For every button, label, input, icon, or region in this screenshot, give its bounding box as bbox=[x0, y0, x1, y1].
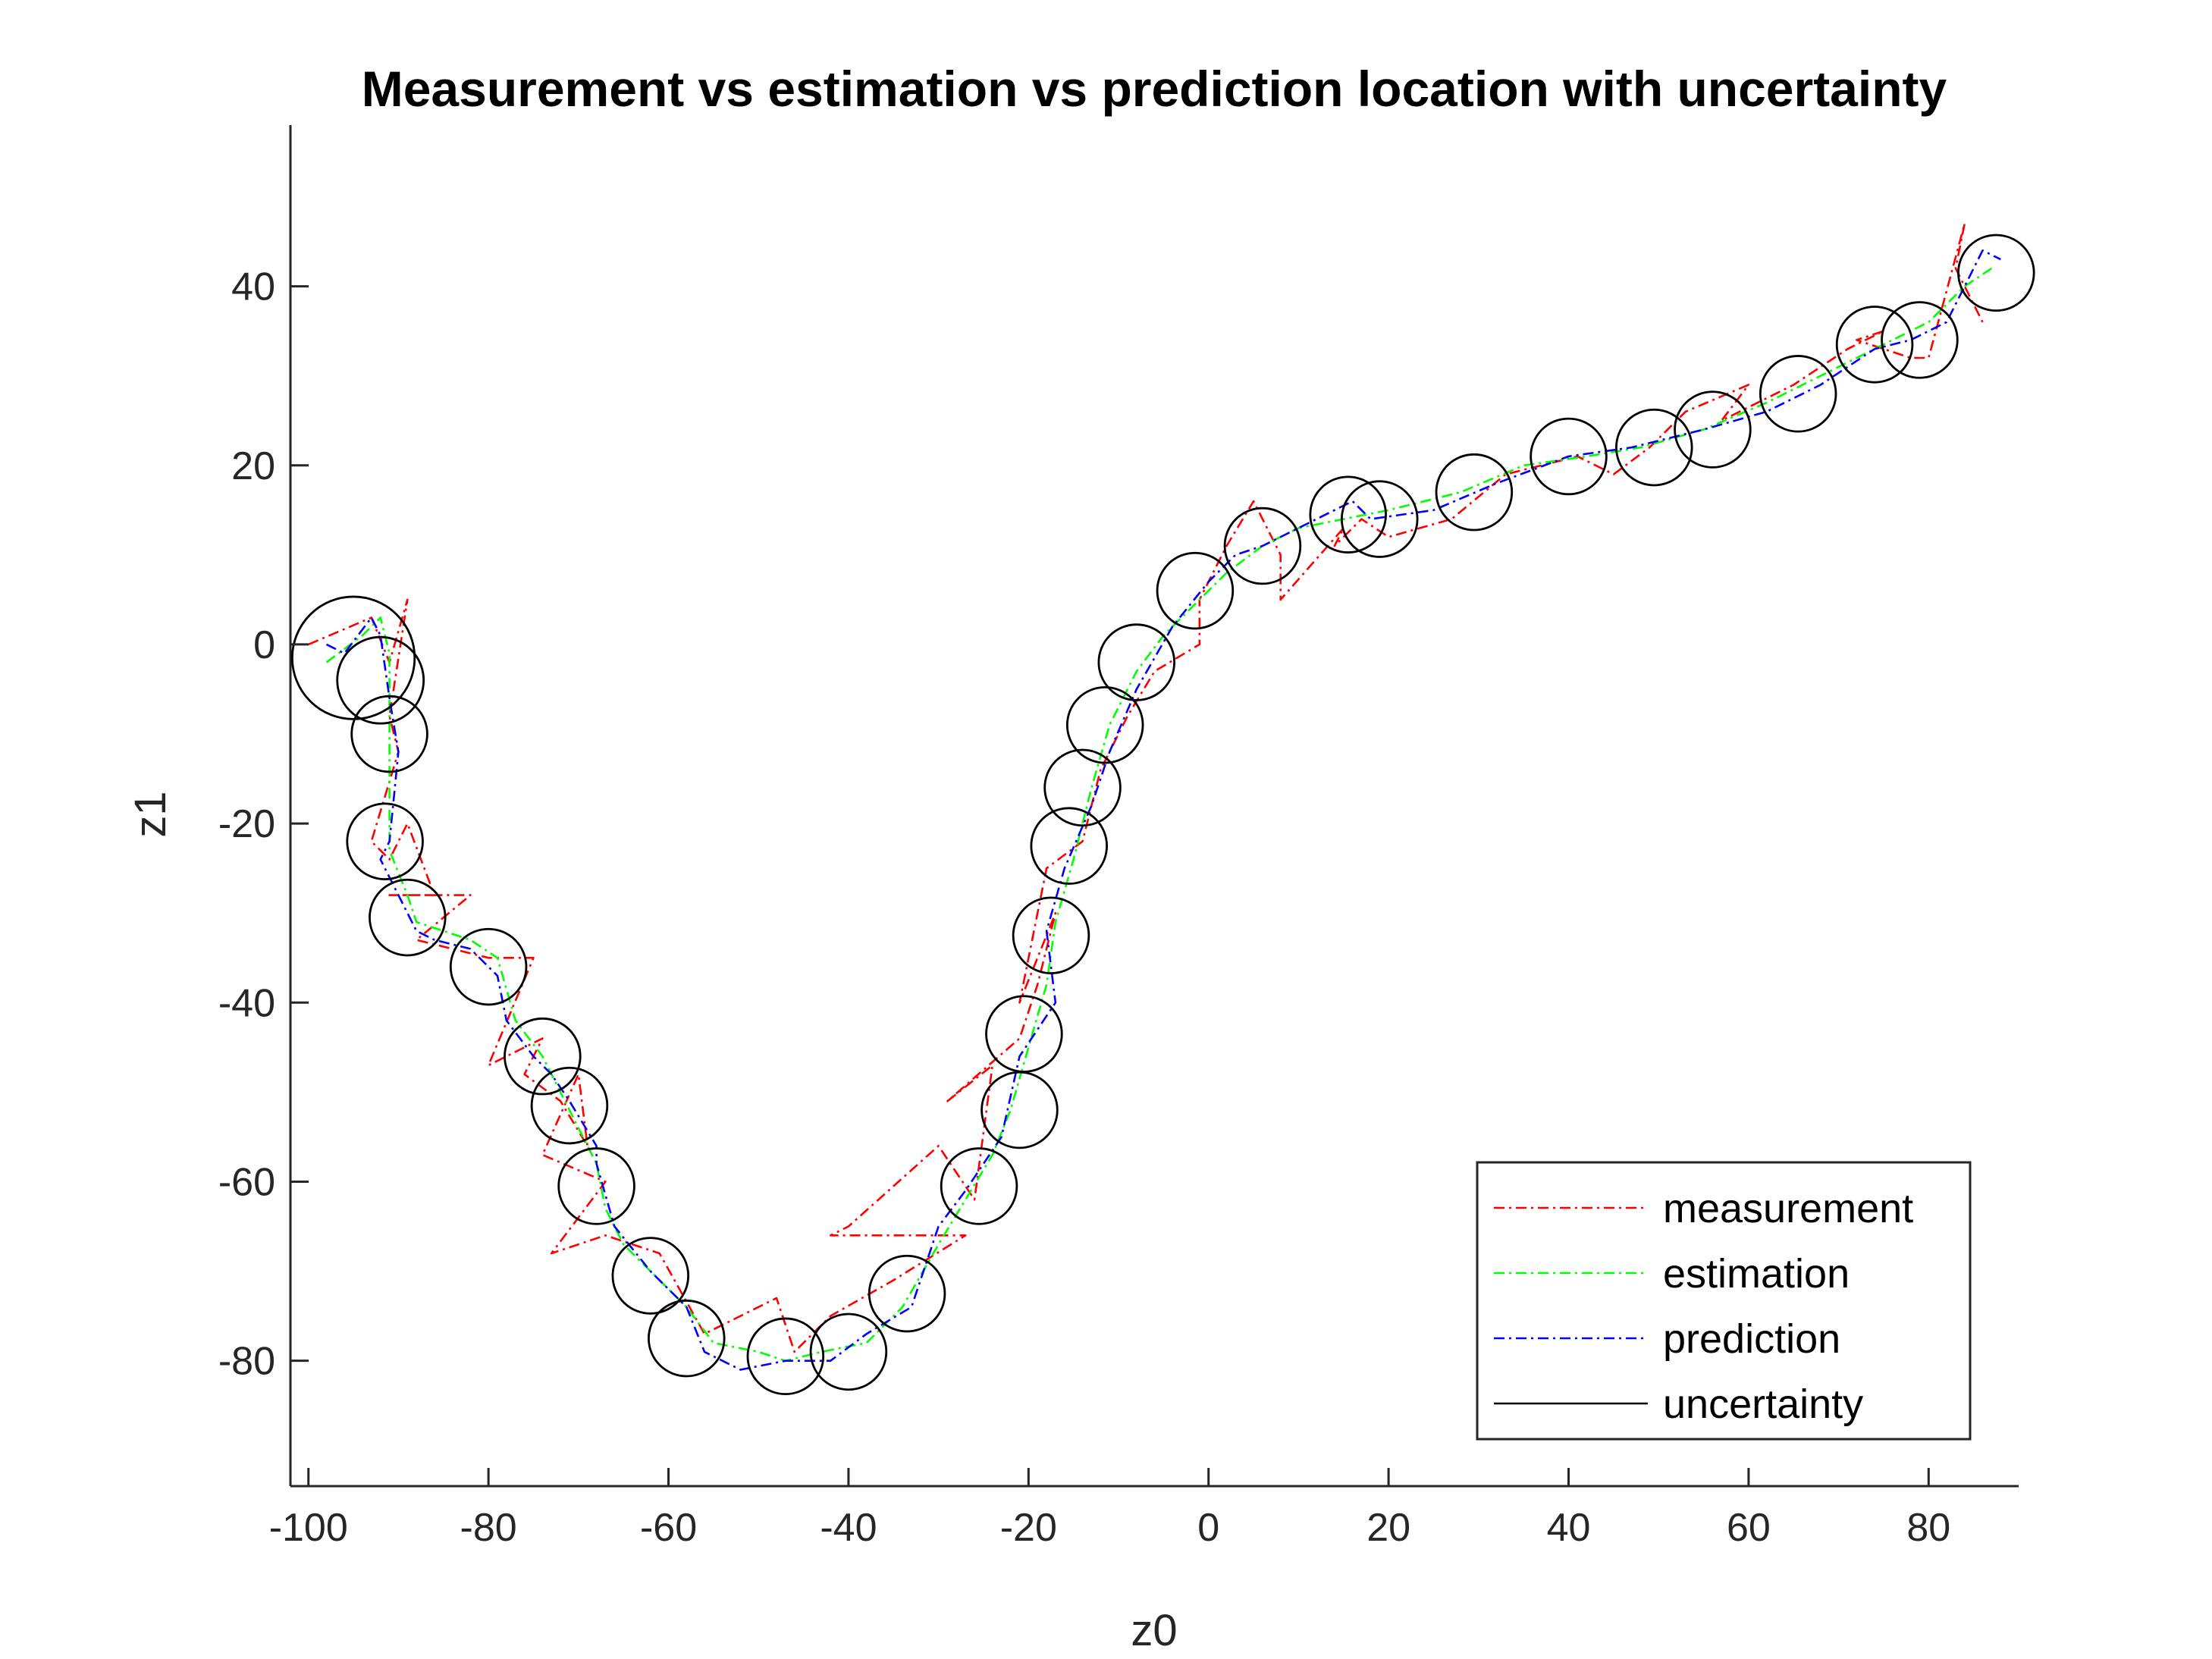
uncertainty-circle bbox=[504, 1017, 582, 1096]
legend-label-measurement: measurement bbox=[1663, 1186, 1913, 1231]
legend-label-uncertainty: uncertainty bbox=[1663, 1381, 1863, 1427]
uncertainty-circle bbox=[1759, 355, 1837, 433]
uncertainty-circle bbox=[1530, 417, 1608, 496]
uncertainty-circle bbox=[940, 1147, 1018, 1225]
uncertainty-circle bbox=[1012, 896, 1090, 974]
uncertainty-circle bbox=[1156, 551, 1235, 630]
uncertainty-circle bbox=[1043, 748, 1122, 827]
uncertainty-circle bbox=[985, 995, 1063, 1073]
uncertainty-circle bbox=[648, 1299, 726, 1378]
chart-title: Measurement vs estimation vs prediction … bbox=[362, 61, 1947, 117]
y-tick-label: -60 bbox=[218, 1160, 275, 1204]
y-tick-label: -40 bbox=[218, 981, 275, 1025]
y-tick-label: 20 bbox=[231, 444, 275, 488]
uncertainty-circle bbox=[1615, 408, 1693, 487]
x-tick-label: -60 bbox=[640, 1506, 697, 1550]
series-line-prediction bbox=[325, 249, 2001, 1371]
uncertainty-circle bbox=[1223, 506, 1302, 585]
uncertainty-circle bbox=[290, 595, 416, 720]
uncertainty-circle bbox=[1835, 306, 1914, 384]
plot-area bbox=[289, 125, 2035, 1488]
series-line-measurement bbox=[308, 222, 1984, 1353]
x-tick-label: 60 bbox=[1727, 1506, 1771, 1550]
uncertainty-circle bbox=[557, 1147, 635, 1225]
uncertainty-circle bbox=[809, 1312, 888, 1391]
uncertainty-circle bbox=[1881, 301, 1959, 379]
y-tick-label: 40 bbox=[231, 265, 275, 309]
uncertainty-circle bbox=[530, 1066, 609, 1145]
uncertainty-circle bbox=[336, 635, 425, 725]
legend-label-prediction: prediction bbox=[1663, 1316, 1840, 1362]
uncertainty-circle bbox=[746, 1317, 825, 1396]
axis-ticks: -100 -80 -60 -40 -20 0 20 40 60 80 -80 -60 -40 -20 0 20… bbox=[218, 265, 1950, 1550]
legend-box bbox=[1476, 1161, 1972, 1441]
y-tick-label: -20 bbox=[218, 802, 275, 846]
y-tick-label: 0 bbox=[253, 623, 275, 667]
uncertainty-circle bbox=[1030, 807, 1108, 885]
uncertainty-circle bbox=[369, 878, 447, 957]
uncertainty-circle bbox=[1435, 453, 1514, 532]
x-tick-label: 80 bbox=[1906, 1506, 1950, 1550]
uncertainty-circle bbox=[449, 927, 528, 1006]
uncertainty-circle bbox=[1340, 480, 1419, 558]
y-axis-label: z1 bbox=[126, 791, 175, 837]
legend: measurement estimation prediction uncertain… bbox=[1476, 1161, 1972, 1441]
uncertainty-circle bbox=[1309, 475, 1387, 554]
x-axis-label: z0 bbox=[1131, 1606, 1177, 1655]
x-tick-label: -20 bbox=[1000, 1506, 1057, 1550]
uncertainty-circle bbox=[1957, 234, 2035, 312]
x-tick-label: -80 bbox=[460, 1506, 517, 1550]
uncertainty-circle bbox=[346, 802, 424, 880]
legend-label-estimation: estimation bbox=[1663, 1251, 1850, 1297]
uncertainty-circle bbox=[1097, 623, 1176, 701]
x-tick-label: -100 bbox=[269, 1506, 348, 1550]
x-tick-label: -40 bbox=[820, 1506, 877, 1550]
x-tick-label: 0 bbox=[1197, 1506, 1219, 1550]
uncertainty-circle bbox=[1674, 390, 1752, 469]
x-tick-label: 40 bbox=[1547, 1506, 1591, 1550]
y-tick-label: -80 bbox=[218, 1340, 275, 1384]
x-tick-label: 20 bbox=[1366, 1506, 1410, 1550]
uncertainty-circle bbox=[350, 695, 428, 773]
uncertainty-circle bbox=[1065, 685, 1144, 764]
uncertainty-circle bbox=[868, 1254, 946, 1333]
uncertainty-circle bbox=[611, 1237, 690, 1315]
series-line-estimation bbox=[325, 267, 1993, 1362]
